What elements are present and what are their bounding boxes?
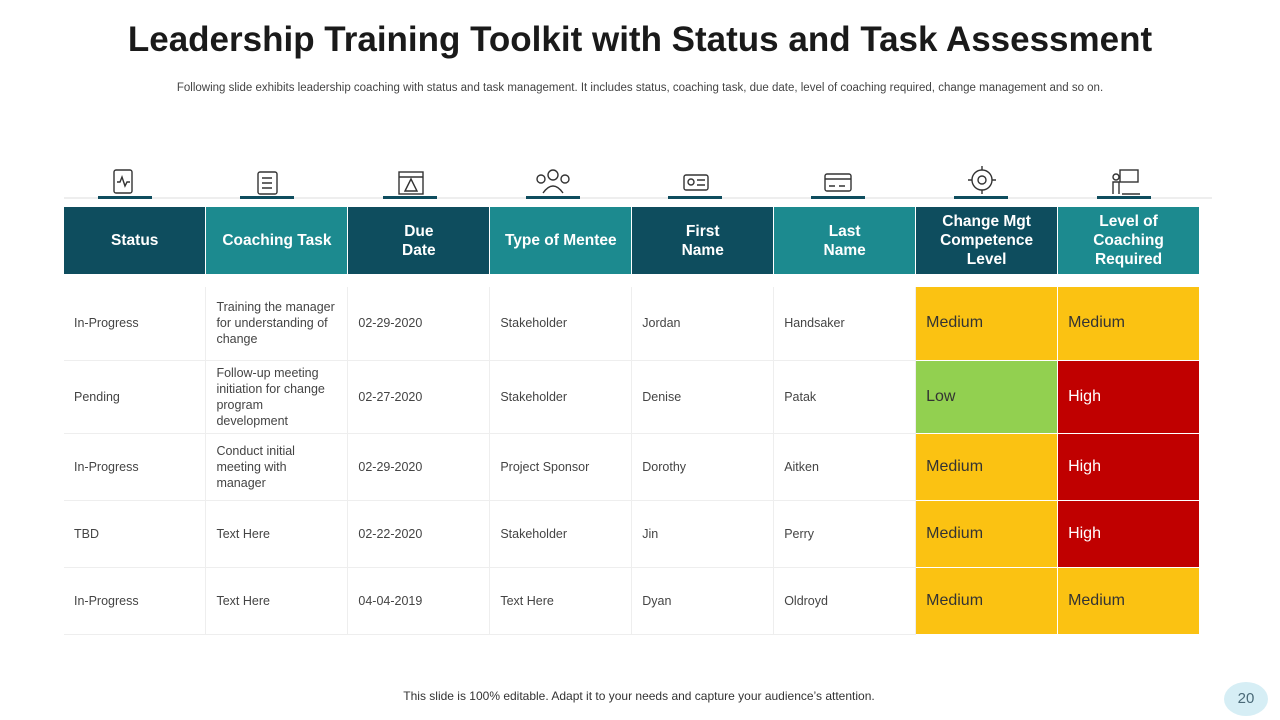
table-cell: TBD xyxy=(64,500,207,568)
table-cell: Aitken xyxy=(773,433,917,501)
column-header: Type of Mentee xyxy=(489,207,633,274)
table-cell: 02-29-2020 xyxy=(347,433,491,501)
spacer xyxy=(64,274,1200,287)
column-header: Change Mgt Competence Level xyxy=(915,207,1059,274)
table-cell: Patak xyxy=(773,360,917,434)
table-cell: 04-04-2019 xyxy=(347,567,491,635)
table-cell: Jordan xyxy=(631,287,775,361)
level-cell: Medium xyxy=(1057,567,1200,635)
level-cell: High xyxy=(1057,500,1200,568)
table-cell: Pending xyxy=(64,360,207,434)
column-header: Level of Coaching Required xyxy=(1057,207,1200,274)
table-cell: Perry xyxy=(773,500,917,568)
spacer-cell xyxy=(64,274,1200,287)
page-number: 20 xyxy=(1224,682,1268,716)
subtitle: Following slide exhibits leadership coac… xyxy=(176,82,1104,94)
table-cell: Follow-up meeting initiation for change … xyxy=(205,360,349,434)
table-row: In-Progress Text Here 04-04-2019 Text Here D… xyxy=(64,567,1200,635)
icons xyxy=(113,166,1140,195)
status-table: Status Coaching Task Due Date Type of Mente… xyxy=(64,207,1200,635)
table-cell: Stakeholder xyxy=(489,500,633,568)
table-cell: Oldroyd xyxy=(773,567,917,635)
table-cell: Dyan xyxy=(631,567,775,635)
table-cell: In-Progress xyxy=(64,287,207,361)
table-cell: Stakeholder xyxy=(489,360,633,434)
table-cell: Denise xyxy=(631,360,775,434)
column-header: Coaching Task xyxy=(205,207,349,274)
table-cell: 02-22-2020 xyxy=(347,500,491,568)
column-header: Last Name xyxy=(773,207,917,274)
level-cell: Medium xyxy=(1057,287,1200,361)
header-row: Status Coaching Task Due Date Type of Mente… xyxy=(64,207,1200,274)
table-cell: 02-27-2020 xyxy=(347,360,491,434)
table-cell: Project Sponsor xyxy=(489,433,633,501)
level-cell: Medium xyxy=(915,287,1059,361)
table-cell: Text Here xyxy=(489,567,633,635)
level-cell: High xyxy=(1057,433,1200,501)
title: Leadership Training Toolkit with Status … xyxy=(127,20,1153,59)
icon-underlines xyxy=(98,196,1151,199)
table-cell: Stakeholder xyxy=(489,287,633,361)
table-cell: Handsaker xyxy=(773,287,917,361)
table-row: In-Progress Training the manager for unde… xyxy=(64,287,1200,361)
icon-row xyxy=(64,166,1212,199)
table-row: In-Progress Conduct initial meeting with … xyxy=(64,433,1200,501)
table-row: TBD Text Here 02-22-2020 Stakeholder Jin Perr… xyxy=(64,500,1200,568)
table-cell: Dorothy xyxy=(631,433,775,501)
footer-note: This slide is 100% editable. Adapt it to… xyxy=(403,689,875,703)
table-cell: Training the manager for understanding o… xyxy=(205,287,349,361)
level-cell: Medium xyxy=(915,500,1059,568)
table-cell: Jin xyxy=(631,500,775,568)
level-cell: Low xyxy=(915,360,1059,434)
table-cell: In-Progress xyxy=(64,567,207,635)
table-cell: In-Progress xyxy=(64,433,207,501)
table-cell: 02-29-2020 xyxy=(347,287,491,361)
table-row: Pending Follow-up meeting initiation for … xyxy=(64,360,1200,434)
table-cell: Text Here xyxy=(205,500,349,568)
level-cell: High xyxy=(1057,360,1200,434)
column-header: Status xyxy=(64,207,207,274)
column-header: First Name xyxy=(631,207,775,274)
level-cell: Medium xyxy=(915,433,1059,501)
table-cell: Conduct initial meeting with manager xyxy=(205,433,349,501)
table-cell: Text Here xyxy=(205,567,349,635)
level-cell: Medium xyxy=(915,567,1059,635)
column-header: Due Date xyxy=(347,207,491,274)
